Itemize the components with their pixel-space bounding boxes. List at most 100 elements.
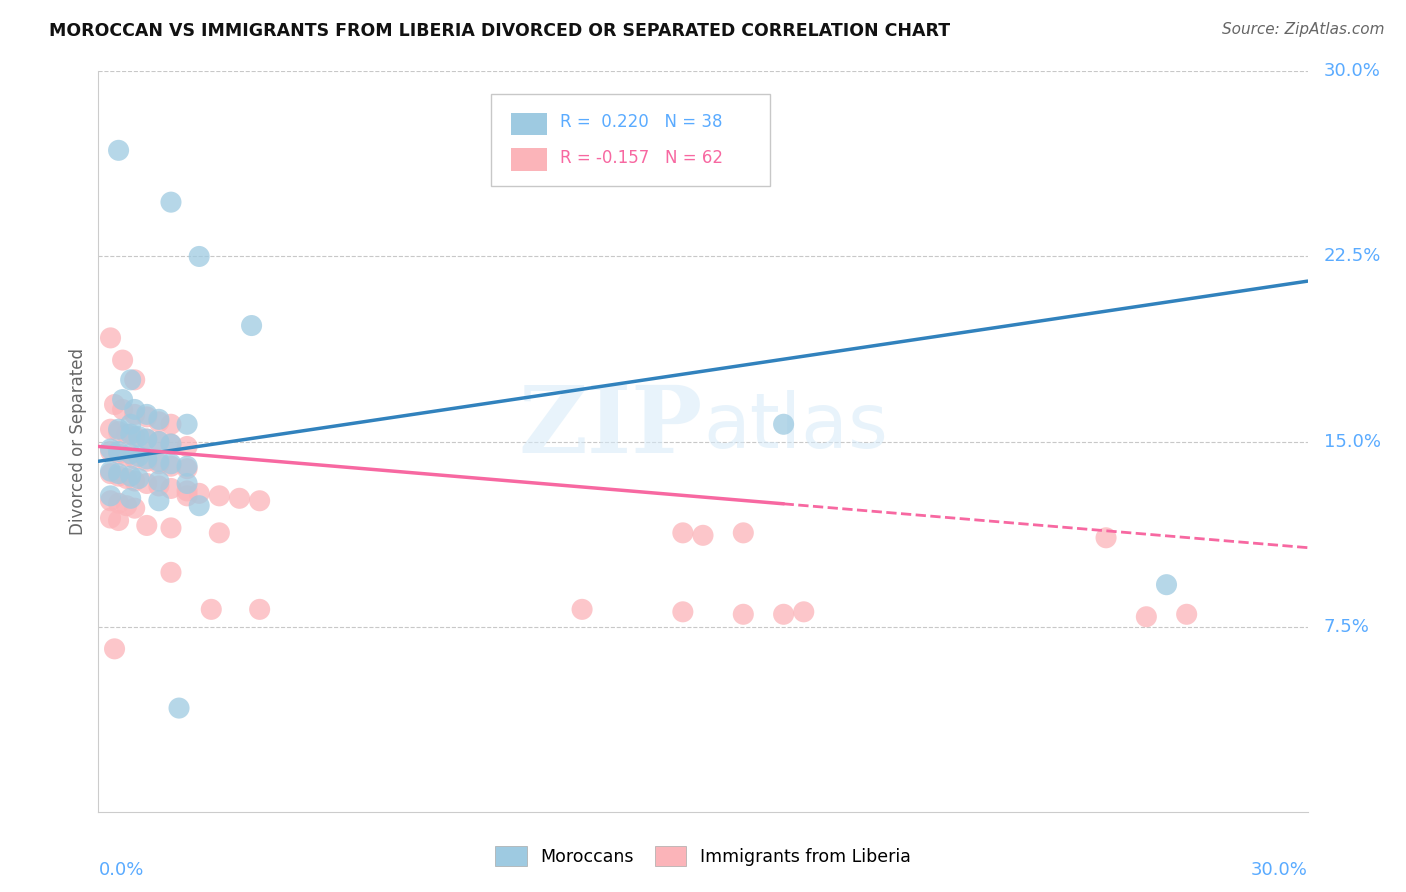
Point <box>249 493 271 508</box>
Point <box>176 476 198 491</box>
Point <box>167 701 190 715</box>
Point <box>1156 577 1178 591</box>
Text: R =  0.220   N = 38: R = 0.220 N = 38 <box>561 113 723 131</box>
Point <box>148 474 170 488</box>
Point <box>148 415 170 429</box>
Point <box>571 602 593 616</box>
Point <box>208 489 231 503</box>
Point <box>135 518 157 533</box>
Point <box>100 493 122 508</box>
Text: ZIP: ZIP <box>519 382 703 472</box>
Point <box>111 392 134 407</box>
Text: 0.0%: 0.0% <box>98 861 143 880</box>
Point <box>100 464 122 478</box>
Point <box>111 353 134 368</box>
Point <box>107 496 129 510</box>
Point <box>115 450 138 464</box>
Point <box>148 457 170 471</box>
Point <box>100 422 122 436</box>
Point <box>135 476 157 491</box>
Point <box>120 417 142 432</box>
Point <box>135 409 157 424</box>
Point <box>115 471 138 485</box>
Point <box>135 451 157 466</box>
Point <box>124 429 146 443</box>
FancyBboxPatch shape <box>510 148 547 170</box>
Point <box>124 373 146 387</box>
Point <box>107 444 129 458</box>
Point <box>100 442 122 456</box>
Point <box>124 474 146 488</box>
Point <box>100 444 122 458</box>
Point <box>228 491 250 506</box>
Point <box>120 427 142 442</box>
Point <box>128 471 150 485</box>
Text: 30.0%: 30.0% <box>1323 62 1381 80</box>
Point <box>176 417 198 432</box>
Point <box>772 417 794 432</box>
Point <box>100 331 122 345</box>
Point <box>160 417 183 432</box>
Point <box>160 521 183 535</box>
Point <box>176 459 198 474</box>
Point <box>672 605 695 619</box>
Point <box>733 525 755 540</box>
Point <box>160 195 183 210</box>
Point <box>124 408 146 422</box>
Point <box>160 459 183 474</box>
Point <box>176 461 198 475</box>
Text: R = -0.157   N = 62: R = -0.157 N = 62 <box>561 149 723 167</box>
Point <box>107 447 129 461</box>
Point <box>692 528 714 542</box>
Point <box>188 249 211 264</box>
Point <box>148 434 170 449</box>
Point <box>128 450 150 464</box>
Point <box>107 469 129 483</box>
Point <box>1095 531 1118 545</box>
Point <box>103 397 125 411</box>
Point <box>240 318 263 333</box>
Text: Source: ZipAtlas.com: Source: ZipAtlas.com <box>1222 22 1385 37</box>
Point <box>115 427 138 442</box>
Point <box>135 432 157 446</box>
Point <box>160 566 183 580</box>
Point <box>188 499 211 513</box>
Point <box>120 447 142 461</box>
Legend: Moroccans, Immigrants from Liberia: Moroccans, Immigrants from Liberia <box>488 839 918 873</box>
Y-axis label: Divorced or Separated: Divorced or Separated <box>69 348 87 535</box>
Point <box>1135 609 1157 624</box>
Point <box>772 607 794 622</box>
Point <box>107 144 129 158</box>
Point <box>135 432 157 446</box>
Point <box>100 511 122 525</box>
Point <box>135 408 157 422</box>
FancyBboxPatch shape <box>492 94 769 186</box>
Point <box>148 479 170 493</box>
Point <box>120 373 142 387</box>
Point <box>176 440 198 454</box>
Point <box>188 486 211 500</box>
Point <box>107 467 129 481</box>
Point <box>124 402 146 417</box>
Point <box>733 607 755 622</box>
Point <box>160 437 183 451</box>
Point <box>160 457 183 471</box>
Point <box>200 602 222 616</box>
Point <box>148 434 170 449</box>
Text: 7.5%: 7.5% <box>1323 617 1369 636</box>
Point <box>128 429 150 443</box>
Point <box>176 483 198 498</box>
Point <box>176 489 198 503</box>
Point <box>115 499 138 513</box>
Point <box>249 602 271 616</box>
Point <box>107 425 129 439</box>
Point <box>107 422 129 436</box>
Point <box>111 402 134 417</box>
Point <box>100 489 122 503</box>
Point <box>1175 607 1198 622</box>
Point <box>793 605 815 619</box>
Text: 30.0%: 30.0% <box>1251 861 1308 880</box>
Point <box>148 454 170 468</box>
Text: MOROCCAN VS IMMIGRANTS FROM LIBERIA DIVORCED OR SEPARATED CORRELATION CHART: MOROCCAN VS IMMIGRANTS FROM LIBERIA DIVO… <box>49 22 950 40</box>
Point <box>208 525 231 540</box>
